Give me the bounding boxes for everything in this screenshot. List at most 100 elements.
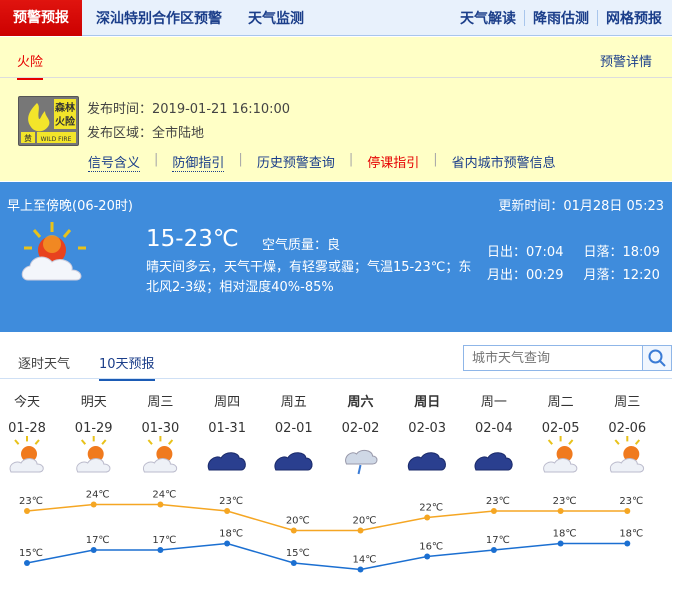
forest-fire-yellow-icon: 森林 火险 黄 WILD FIRE xyxy=(18,96,79,146)
date-label: 01-31 xyxy=(208,421,246,436)
cloudy-icon xyxy=(207,452,246,471)
link-defense-guide[interactable]: 防御指引 xyxy=(172,152,225,172)
day-label: 周六 xyxy=(347,394,373,410)
low-temp-label: 14℃ xyxy=(353,555,377,566)
cloud-sun-icon xyxy=(543,436,578,473)
day-label: 周日 xyxy=(414,395,440,410)
cloud-sun-icon xyxy=(609,436,645,473)
moonrise: 月出：00:29 xyxy=(487,268,564,283)
low-temp-point xyxy=(90,547,97,553)
cloudy-icon xyxy=(274,452,313,471)
high-temp-point xyxy=(157,501,164,508)
rain-icon xyxy=(345,449,378,475)
high-temp-label: 23℃ xyxy=(19,496,43,507)
date-label: 02-02 xyxy=(342,421,380,436)
low-temp-label: 16℃ xyxy=(419,542,443,553)
nav-warning-forecast[interactable]: 预警预报 xyxy=(0,0,82,36)
nav-shenshan-warning[interactable]: 深汕特别合作区预警 xyxy=(96,10,222,27)
top-nav: 预警预报 深汕特别合作区预警 天气监测 天气解读 降雨估测 网格预报 xyxy=(0,0,672,36)
low-temp-label: 18℃ xyxy=(219,529,243,540)
day-label: 今天 xyxy=(14,394,40,410)
current-weather-panel: 早上至傍晚(06-20时) 更新时间：01月28日 05:23 15-23℃ 空… xyxy=(0,182,672,332)
tab-fire-risk[interactable]: 火险 xyxy=(17,51,44,80)
day-label: 周三 xyxy=(147,395,173,410)
day-label: 明天 xyxy=(81,395,107,410)
partly-cloudy-icon xyxy=(21,222,86,281)
date-label: 01-29 xyxy=(75,421,113,436)
tab-10-day[interactable]: 10天预报 xyxy=(99,353,155,381)
date-label: 02-04 xyxy=(475,421,513,436)
day-label: 周三 xyxy=(614,395,640,410)
high-temp-label: 20℃ xyxy=(286,516,310,527)
forecast-period: 早上至傍晚(06-20时) xyxy=(7,199,133,214)
svg-text:黄: 黄 xyxy=(24,133,32,143)
link-class-suspension[interactable]: 停课指引 xyxy=(367,156,420,171)
air-quality: 空气质量：良 xyxy=(262,238,341,253)
ten-day-forecast-chart: 今天 01-28 明天 01-29 周三 01-30 周四 01-31 周五 02-01 周六 02-… xyxy=(8,394,646,573)
city-search xyxy=(463,345,672,371)
high-temp-label: 24℃ xyxy=(152,490,176,501)
low-temp-label: 17℃ xyxy=(152,535,176,546)
low-temp-point xyxy=(24,560,30,566)
high-temp-point xyxy=(424,514,431,521)
divider: | xyxy=(154,152,159,167)
high-temp-point xyxy=(490,508,497,514)
day-label: 周五 xyxy=(281,395,307,410)
low-temp-point xyxy=(290,560,297,566)
svg-text:WILD FIRE: WILD FIRE xyxy=(41,136,72,143)
temperature-range: 15-23℃ xyxy=(146,226,239,252)
cloudy-icon xyxy=(407,452,446,471)
low-temp-label: 17℃ xyxy=(86,535,110,546)
nav-grid-forecast[interactable]: 网格预报 xyxy=(606,10,662,27)
low-temp-label: 17℃ xyxy=(486,535,510,546)
cloudy-icon xyxy=(474,452,513,471)
day-label: 周四 xyxy=(214,395,240,410)
warning-panel: 火险 预警详情 森林 火险 黄 WILD FIRE 发布时间：2019-01-2… xyxy=(0,37,672,181)
divider: | xyxy=(348,152,354,167)
date-label: 01-30 xyxy=(142,421,180,436)
high-temp-point xyxy=(290,527,297,534)
low-temp-label: 15℃ xyxy=(19,548,43,559)
low-temp-point xyxy=(424,553,431,560)
divider xyxy=(524,9,525,26)
date-label: 02-05 xyxy=(542,421,580,436)
high-temp-label: 22℃ xyxy=(419,503,443,514)
update-time: 更新时间：01月28日 05:23 xyxy=(498,199,664,214)
low-temp-point xyxy=(490,547,497,553)
link-province-warnings[interactable]: 省内城市预警信息 xyxy=(451,156,556,171)
cloud-sun-icon xyxy=(143,436,178,473)
publish-time: 发布时间：2019-01-21 16:10:00 xyxy=(87,102,291,117)
high-temp-label: 23℃ xyxy=(553,496,577,507)
svg-text:森林: 森林 xyxy=(54,101,76,114)
warning-detail-link[interactable]: 预警详情 xyxy=(599,55,652,70)
sun-cloud-icon xyxy=(76,436,111,473)
weather-description: 晴天间多云，天气干燥，有轻雾或霾；气温15-23℃；东北风2-3级；相对湿度40… xyxy=(146,260,472,295)
nav-rain-estimate[interactable]: 降雨估测 xyxy=(533,10,589,27)
city-search-input[interactable] xyxy=(464,346,642,370)
svg-text:火险: 火险 xyxy=(55,115,76,128)
publish-area: 发布区域：全市陆地 xyxy=(87,126,205,141)
date-label: 02-06 xyxy=(608,421,646,436)
low-temp-point xyxy=(224,540,231,547)
tab-hourly[interactable]: 逐时天气 xyxy=(18,357,71,372)
low-temp-point xyxy=(157,547,164,553)
day-label: 周二 xyxy=(548,395,574,410)
nav-weather-monitor[interactable]: 天气监测 xyxy=(248,10,304,27)
divider xyxy=(597,9,598,26)
forecast-tabs: 逐时天气 10天预报 xyxy=(0,345,672,381)
sunset: 日落：18:09 xyxy=(583,245,660,260)
nav-weather-interpretation[interactable]: 天气解读 xyxy=(460,10,516,27)
low-temp-label: 18℃ xyxy=(553,529,577,540)
link-history-query[interactable]: 历史预警查询 xyxy=(256,156,335,171)
high-temp-label: 23℃ xyxy=(486,496,510,507)
search-button[interactable] xyxy=(642,346,671,370)
day-label: 周一 xyxy=(481,395,507,410)
high-temp-point xyxy=(624,508,631,514)
low-temp-point xyxy=(557,540,564,547)
low-temp-line xyxy=(26,542,628,571)
date-label: 02-01 xyxy=(275,421,313,436)
high-temp-label: 23℃ xyxy=(619,496,643,507)
date-label: 01-28 xyxy=(8,421,46,436)
link-signal-meaning[interactable]: 信号含义 xyxy=(88,152,141,172)
divider: | xyxy=(433,152,438,167)
